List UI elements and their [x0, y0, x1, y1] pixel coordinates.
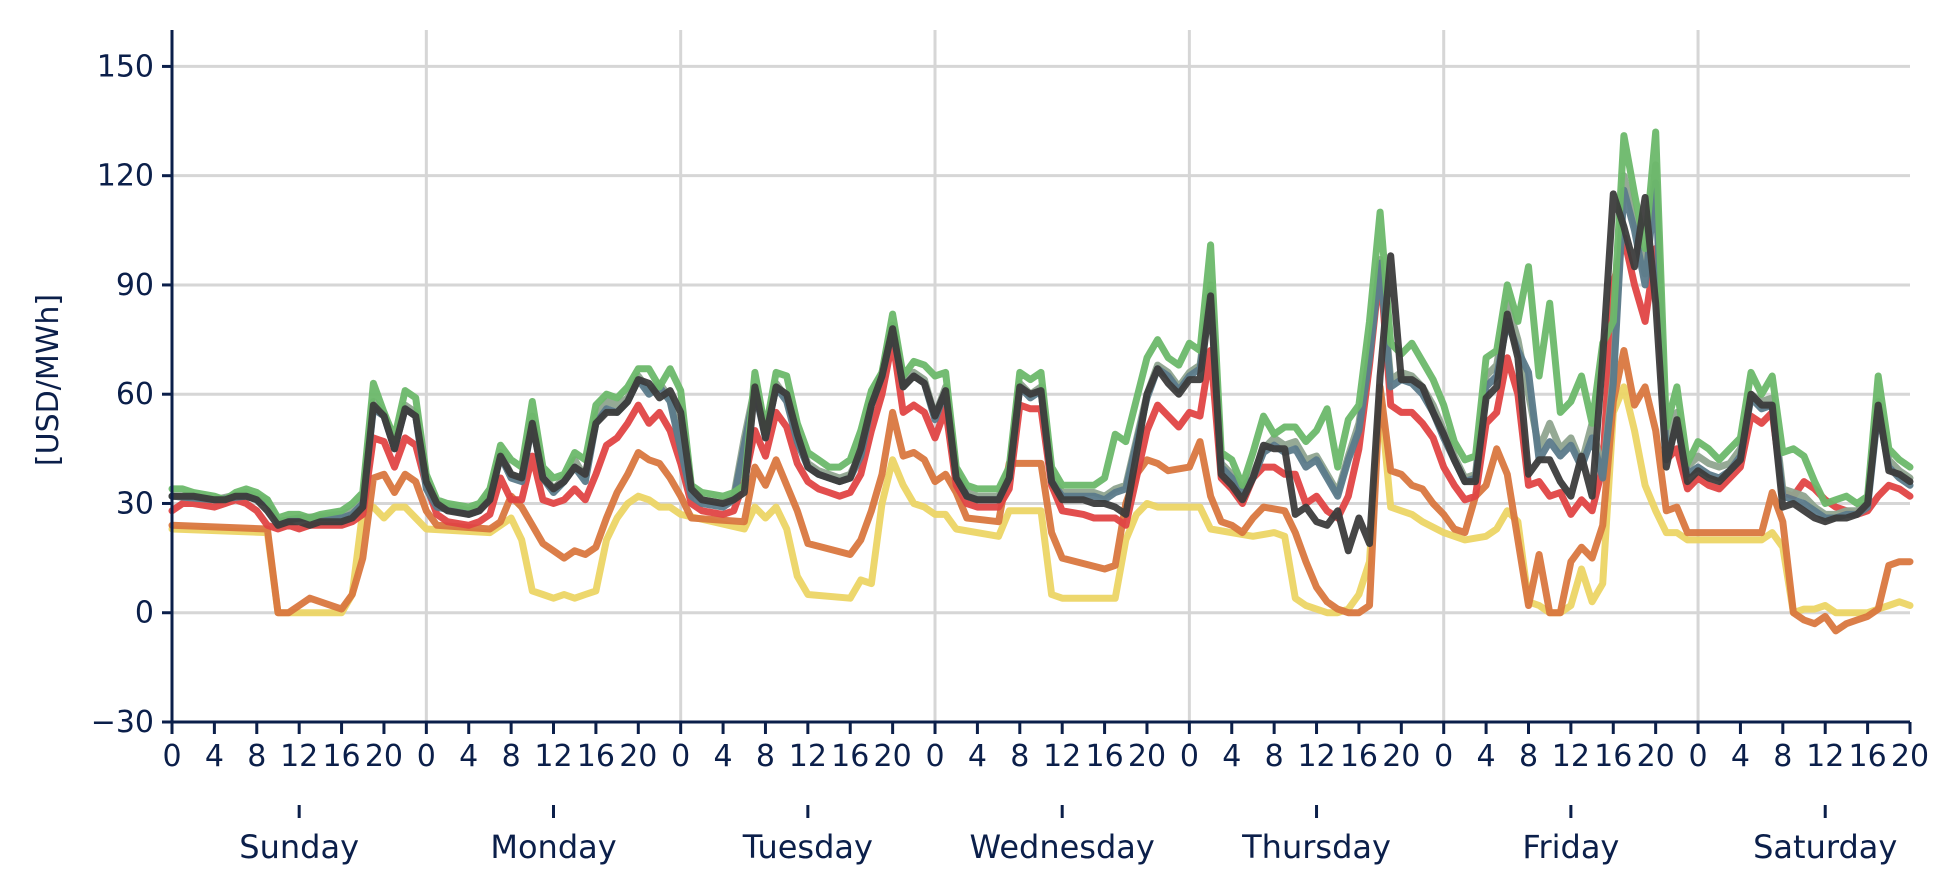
x-tick-label: 16	[1340, 739, 1378, 774]
x-tick-label: 8	[1519, 739, 1538, 774]
series-line-2	[168, 347, 1914, 635]
day-label: Tuesday	[742, 828, 873, 866]
x-tick-label: 8	[756, 739, 775, 774]
x-tick-label: 4	[205, 739, 224, 774]
x-tick-label: 12	[789, 739, 827, 774]
x-tick-label: 4	[714, 739, 733, 774]
x-tick-label: 16	[577, 739, 615, 774]
y-tick-label: 120	[97, 159, 154, 194]
y-tick-label: 60	[116, 377, 154, 412]
series-line-3	[168, 234, 1914, 533]
x-tick-label: 8	[247, 739, 266, 774]
series-layer	[168, 128, 1914, 635]
x-tick-label: 20	[619, 739, 657, 774]
x-tick-label: 20	[1382, 739, 1420, 774]
day-label: Saturday	[1753, 828, 1897, 866]
x-tick-label: 8	[1773, 739, 1792, 774]
x-tick-label: 8	[1265, 739, 1284, 774]
x-tick-label: 16	[1594, 739, 1632, 774]
y-tick-label: 150	[97, 49, 154, 84]
x-tick-label: 4	[1477, 739, 1496, 774]
day-label: Friday	[1522, 828, 1619, 866]
x-tick-label: 20	[365, 739, 403, 774]
y-tick-label: 90	[116, 268, 154, 303]
x-tick-label: 20	[1128, 739, 1166, 774]
day-label: Sunday	[239, 828, 359, 866]
x-tick-label: 0	[671, 739, 690, 774]
x-tick-label: 12	[1806, 739, 1844, 774]
x-tick-label: 4	[968, 739, 987, 774]
x-tick-label: 4	[1222, 739, 1241, 774]
series-line-6	[168, 128, 1914, 522]
series-line-7	[168, 190, 1914, 555]
y-tick-label: 0	[135, 596, 154, 631]
x-tick-label: 16	[1085, 739, 1123, 774]
day-label: Wednesday	[970, 828, 1155, 866]
x-tick-label: 20	[1891, 739, 1929, 774]
x-tick-label: 20	[1637, 739, 1675, 774]
x-tick-label: 12	[1552, 739, 1590, 774]
x-tick-label: 16	[322, 739, 360, 774]
x-tick-label: 12	[534, 739, 572, 774]
series-line-1	[168, 383, 1914, 617]
x-tick-label: 0	[417, 739, 436, 774]
x-tick-label: 12	[1297, 739, 1335, 774]
x-tick-label: 20	[874, 739, 912, 774]
x-tick-label: 0	[925, 739, 944, 774]
x-tick-label: 12	[280, 739, 318, 774]
y-tick-label: 30	[116, 486, 154, 521]
x-tick-label: 4	[459, 739, 478, 774]
x-tick-label: 4	[1731, 739, 1750, 774]
y-tick-label: −30	[91, 705, 154, 740]
y-axis-label: [USD/MWh]	[31, 294, 66, 466]
x-tick-label: 0	[1180, 739, 1199, 774]
x-tick-label: 0	[1434, 739, 1453, 774]
x-tick-label: 8	[1010, 739, 1029, 774]
day-label: Monday	[490, 828, 616, 866]
x-tick-label: 8	[502, 739, 521, 774]
x-tick-label: 0	[162, 739, 181, 774]
x-tick-label: 16	[831, 739, 869, 774]
x-tick-label: 12	[1043, 739, 1081, 774]
x-tick-label: 16	[1849, 739, 1887, 774]
day-label: Thursday	[1241, 828, 1391, 866]
x-tick-label: 0	[1689, 739, 1708, 774]
